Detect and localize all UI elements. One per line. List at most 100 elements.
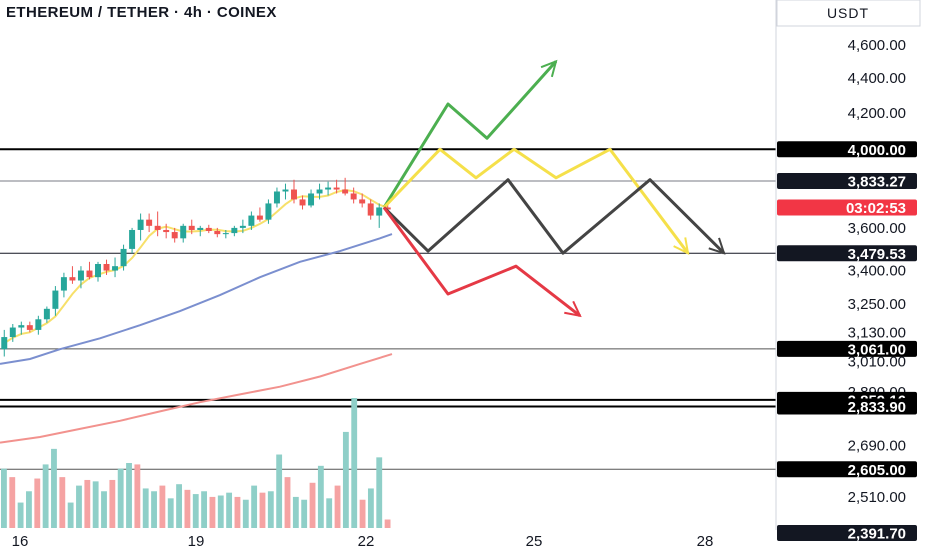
- scenario-path: [382, 206, 581, 317]
- volume-bar: [34, 478, 41, 528]
- volume-bar: [159, 485, 166, 528]
- candle-body: [197, 227, 204, 230]
- price-tag-label: 2,391.70: [848, 526, 906, 543]
- time-tick-label: 28: [697, 533, 714, 550]
- ma-fast-line: [3, 188, 389, 344]
- candle-body: [342, 189, 349, 194]
- volume-bar: [234, 496, 241, 528]
- candle-body: [95, 263, 101, 278]
- volume-bar: [167, 498, 174, 528]
- volume-bar: [142, 488, 149, 528]
- volume-bar: [109, 479, 116, 528]
- price-tag: [777, 525, 917, 542]
- candle-body: [282, 189, 289, 192]
- volume-bar: [9, 477, 16, 528]
- price-tick-label: 3,600.00: [848, 220, 906, 237]
- candle-body: [52, 290, 59, 309]
- candle-body: [69, 277, 76, 281]
- candle-body: [239, 225, 246, 228]
- volume-bar: [67, 502, 74, 528]
- volume-bar: [351, 398, 358, 528]
- volume-bar: [126, 463, 132, 528]
- candle-body: [188, 225, 195, 230]
- candle-body: [43, 308, 50, 320]
- volume-bar: [301, 499, 308, 528]
- volume-bar: [217, 495, 224, 528]
- currency-box[interactable]: [776, 0, 921, 27]
- candle-body: [359, 199, 366, 204]
- price-tag: [777, 245, 917, 262]
- candle-body: [1, 337, 8, 350]
- scenario-arrowhead: [673, 237, 690, 255]
- scenario-arrowhead: [564, 300, 582, 318]
- currency-label: USDT: [827, 5, 869, 21]
- scenario-arrowhead: [540, 59, 558, 78]
- candle-body: [35, 319, 42, 330]
- candle-body: [350, 193, 357, 200]
- volume-bar: [1, 468, 7, 528]
- candle-body: [86, 270, 93, 278]
- price-tag: [777, 173, 917, 190]
- candle-body: [316, 189, 323, 194]
- price-tag-label: 4,000.00: [848, 142, 906, 159]
- volume-bar: [59, 477, 66, 528]
- price-tag: [777, 340, 917, 357]
- scenario-path: [382, 147, 690, 255]
- volume-bars: [1, 398, 391, 528]
- scenario-path: [382, 60, 558, 209]
- price-tick-label: 4,200.00: [848, 105, 906, 122]
- volume-bar: [384, 519, 391, 528]
- candle-body: [273, 191, 280, 204]
- candle-body: [265, 203, 272, 220]
- scenario-paths: [382, 59, 726, 318]
- volume-bar: [42, 464, 49, 528]
- volume-bar: [92, 481, 99, 528]
- candle-body: [299, 199, 306, 206]
- candle-body: [333, 187, 340, 190]
- volume-bar: [317, 465, 324, 528]
- volume-bar: [192, 494, 199, 528]
- time-tick-label: 16: [12, 533, 29, 550]
- price-tick-label: 2,510.00: [848, 489, 906, 506]
- price-tag-label: 3,479.53: [848, 246, 906, 263]
- price-tag-label: 03:02:53: [846, 200, 906, 217]
- candle-body: [103, 263, 110, 271]
- candle-body: [18, 325, 25, 328]
- price-tag: [777, 398, 917, 415]
- moving-averages: [0, 188, 393, 444]
- candle-body: [154, 225, 161, 230]
- volume-bar: [134, 464, 141, 528]
- volume-bar: [242, 499, 249, 528]
- horizontal-levels: [0, 148, 776, 470]
- price-axis-background: [776, 0, 932, 550]
- candle-body: [163, 229, 170, 233]
- volume-bar: [17, 502, 24, 528]
- candle-body: [291, 189, 297, 200]
- candle-body: [384, 207, 391, 210]
- candle-body: [9, 327, 16, 338]
- price-tag: [777, 461, 917, 478]
- volume-bar: [209, 496, 216, 528]
- time-tick-label: 25: [526, 533, 543, 550]
- time-tick-label: 19: [188, 533, 205, 550]
- scenario-arrowhead: [708, 237, 726, 255]
- volume-bar: [151, 491, 157, 528]
- price-tags: 4,000.00 3,833.27 03:02:53 3,479.53 3,061.00…: [777, 141, 917, 543]
- volume-bar: [367, 488, 374, 528]
- price-tick-label: 3,130.00: [848, 324, 906, 341]
- volume-bar: [376, 457, 383, 528]
- ma-mid-line: [0, 233, 393, 365]
- volume-bar: [101, 491, 107, 528]
- volume-bar: [309, 482, 316, 528]
- candle-body: [77, 270, 84, 281]
- volume-bar: [201, 491, 208, 528]
- volume-bar: [292, 496, 299, 528]
- volume-bar: [259, 492, 266, 528]
- candle-body: [120, 248, 127, 267]
- price-tag-label: 2,605.00: [848, 462, 906, 479]
- candle-body: [137, 219, 144, 230]
- volume-bar: [276, 454, 283, 528]
- candle-body: [256, 215, 263, 220]
- volume-bar: [84, 479, 91, 528]
